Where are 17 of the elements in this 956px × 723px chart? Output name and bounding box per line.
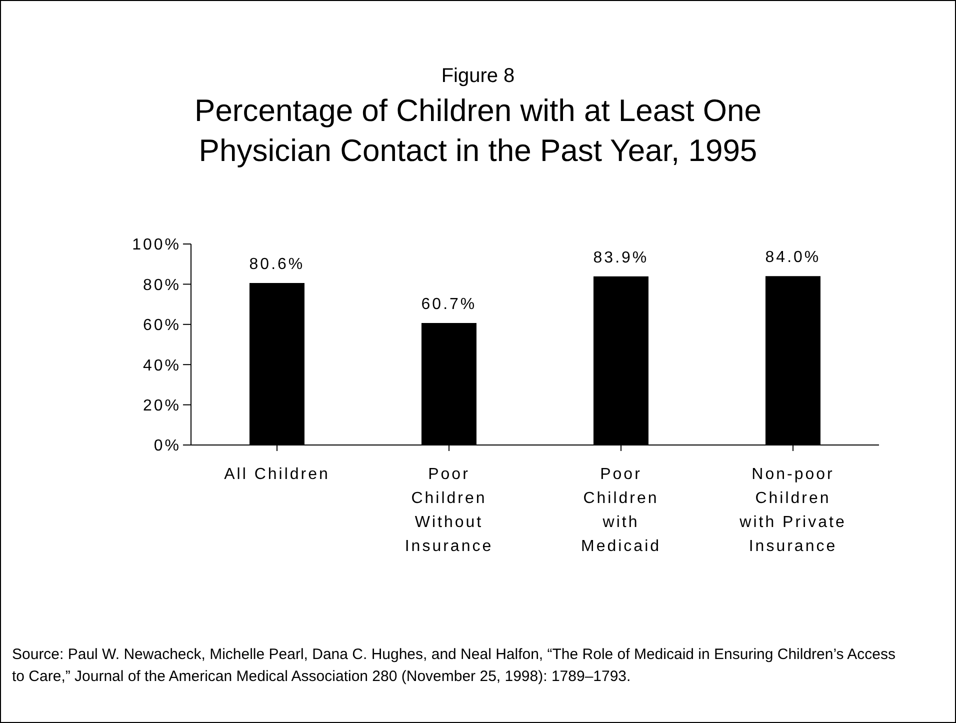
source-note: Source: Paul W. Newacheck, Michelle Pearl, Dana C. Hughes, and Neal Halfon, “The Role of Medicaid in Ensuring Children’s Access to Care,” Journal of the American Medical Association 280 (November 25, 1998): 1789–1793.: [12, 645, 896, 687]
data-label: 83.9%: [593, 249, 649, 266]
x-tick-label: Poor Children with Medicaid: [580, 466, 662, 555]
chart-subtitle: Figure 8: [440, 65, 516, 88]
x-tick-label: Non-poor Children with Private Insurance: [738, 466, 846, 555]
data-label: 60.7%: [421, 296, 477, 313]
y-tick-label: 100%: [132, 236, 181, 254]
x-tick-label: All Children: [224, 466, 330, 483]
chart-title: Percentage of Children with at Least One Physician Contact in the Past Year, 1995: [194, 92, 762, 170]
x-tick-label: Poor Children Without Insurance: [404, 466, 494, 555]
y-tick-label: 80%: [142, 276, 181, 294]
data-label: 84.0%: [765, 249, 821, 266]
y-tick-label: 40%: [142, 357, 181, 374]
data-label: 80.6%: [249, 256, 305, 273]
y-tick-label: 0%: [154, 438, 181, 455]
y-tick-label: 20%: [142, 397, 181, 414]
y-tick-label: 60%: [142, 317, 181, 334]
